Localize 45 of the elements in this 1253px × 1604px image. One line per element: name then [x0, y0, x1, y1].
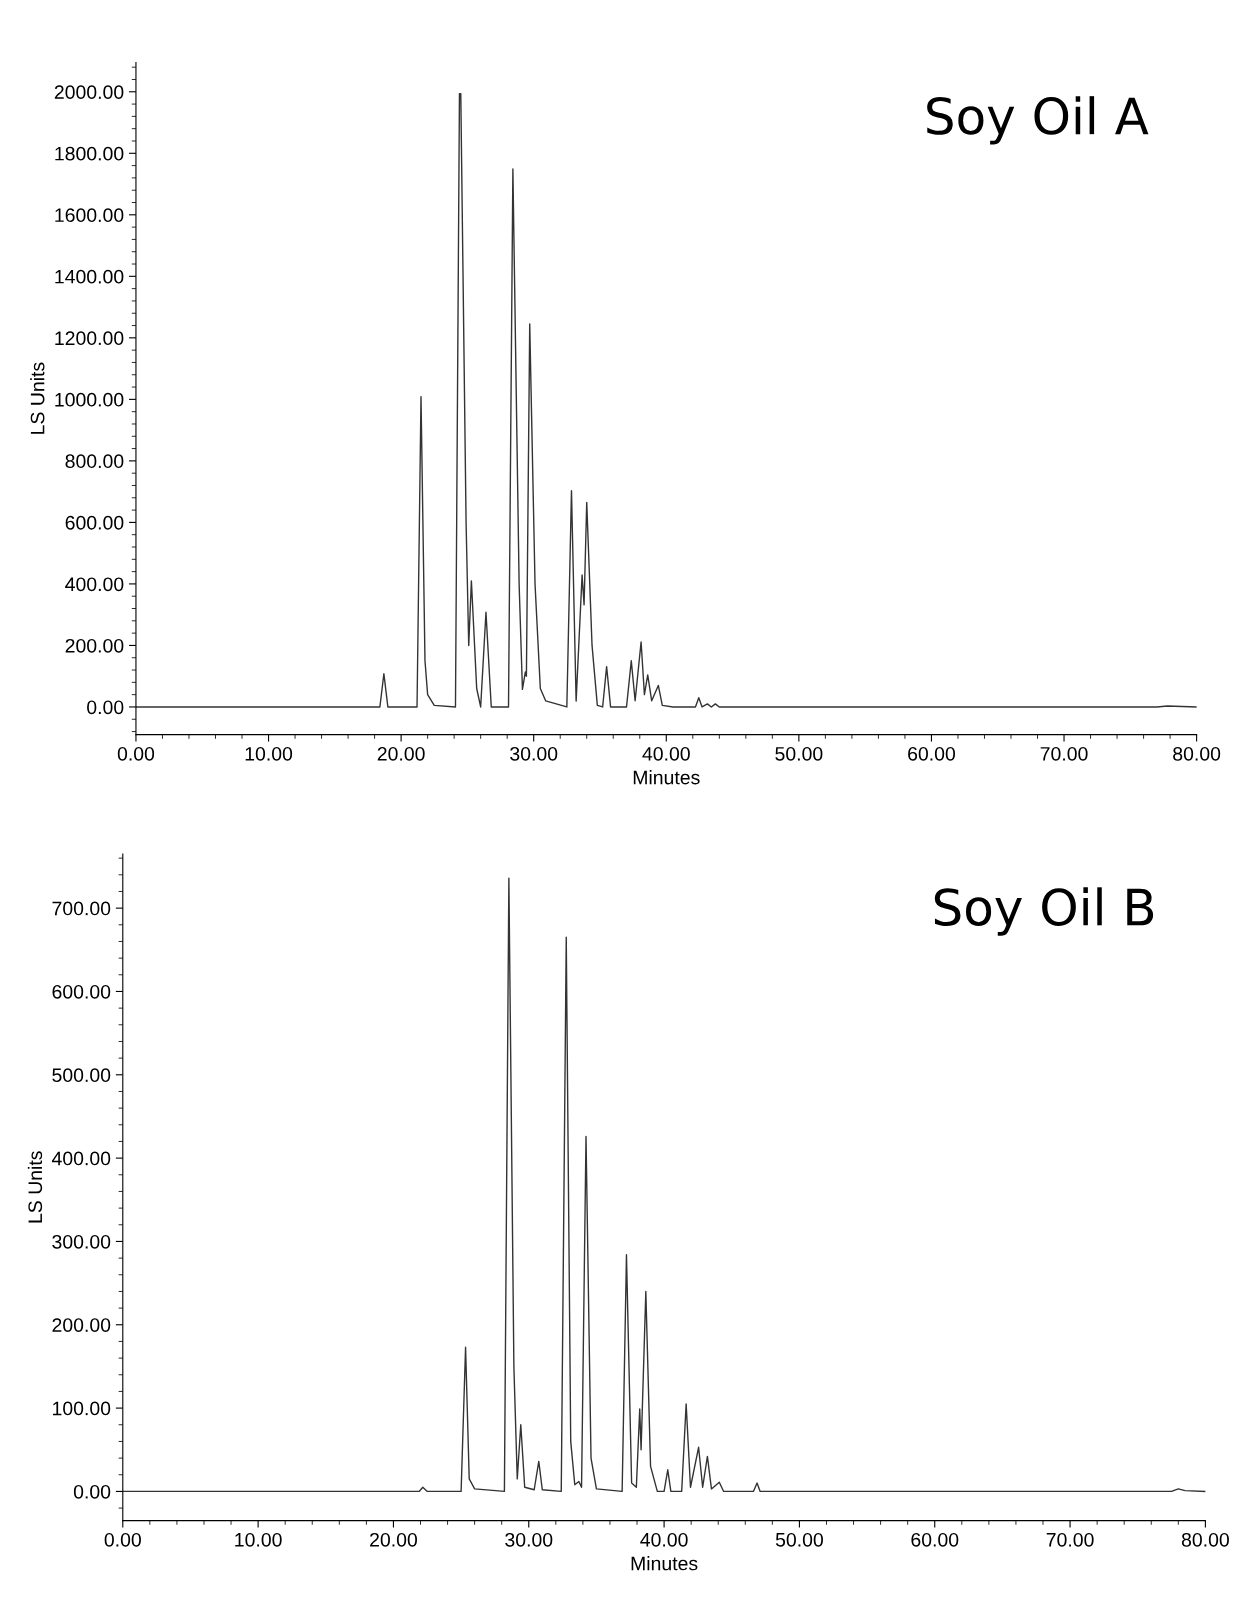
- line-series: [135, 92, 1197, 708]
- y-tick-label: 1400.00: [55, 269, 124, 284]
- x-tick-label: 30.00: [505, 1532, 553, 1547]
- y-tick-label: 500.00: [52, 1068, 111, 1083]
- x-tick-label: 60.00: [908, 746, 956, 761]
- x-tick-label: 80.00: [1181, 1532, 1229, 1547]
- y-tick-label: 1200.00: [55, 331, 124, 346]
- y-tick-label: 0.00: [73, 1484, 111, 1499]
- x-tick-label: 30.00: [510, 746, 558, 761]
- x-tick-label: 20.00: [377, 746, 425, 761]
- line-series: [122, 877, 1206, 1493]
- x-tick-label: 10.00: [245, 746, 293, 761]
- x-tick-label: 70.00: [1046, 1532, 1094, 1547]
- x-axis-title: Minutes: [631, 1556, 698, 1571]
- x-tick-label: 70.00: [1040, 746, 1088, 761]
- x-axis-title: Minutes: [633, 770, 700, 785]
- x-tick-label: 80.00: [1173, 746, 1221, 761]
- y-tick-label: 1600.00: [55, 208, 124, 223]
- x-tick-label: 0.00: [104, 1532, 141, 1547]
- y-tick-label: 600.00: [52, 984, 111, 999]
- y-tick-label: 400.00: [65, 577, 124, 592]
- y-tick-label: 300.00: [52, 1234, 111, 1249]
- x-tick-label: 40.00: [642, 746, 690, 761]
- x-tick-label: 10.00: [235, 1532, 282, 1547]
- y-tick-label: 400.00: [51, 1151, 111, 1166]
- y-tick-label: 1000.00: [55, 392, 124, 407]
- x-tick-label: 0.00: [117, 746, 155, 761]
- x-tick-label: 40.00: [640, 1532, 688, 1547]
- text: Soy Oil B: [934, 887, 1154, 936]
- y-tick-label: 1800.00: [55, 146, 124, 161]
- y-tick-label: 2000.00: [54, 85, 124, 100]
- y-tick-label: 200.00: [52, 1318, 111, 1333]
- y-tick-label: 0.00: [87, 700, 124, 715]
- y-axis-title: LS Units: [30, 362, 45, 434]
- y-tick-label: 700.00: [52, 901, 111, 916]
- y-tick-label: 200.00: [65, 638, 124, 653]
- y-tick-label: 100.00: [53, 1401, 111, 1416]
- y-tick-label: 600.00: [65, 515, 124, 530]
- y-axis-title: LS Units: [27, 1151, 43, 1223]
- x-tick-label: 50.00: [775, 1532, 823, 1547]
- y-tick-label: 800.00: [65, 454, 124, 469]
- x-tick-label: 20.00: [370, 1532, 418, 1547]
- x-tick-label: 50.00: [775, 746, 823, 761]
- text: Soy Oil A: [927, 96, 1149, 145]
- x-tick-label: 60.00: [911, 1532, 959, 1547]
